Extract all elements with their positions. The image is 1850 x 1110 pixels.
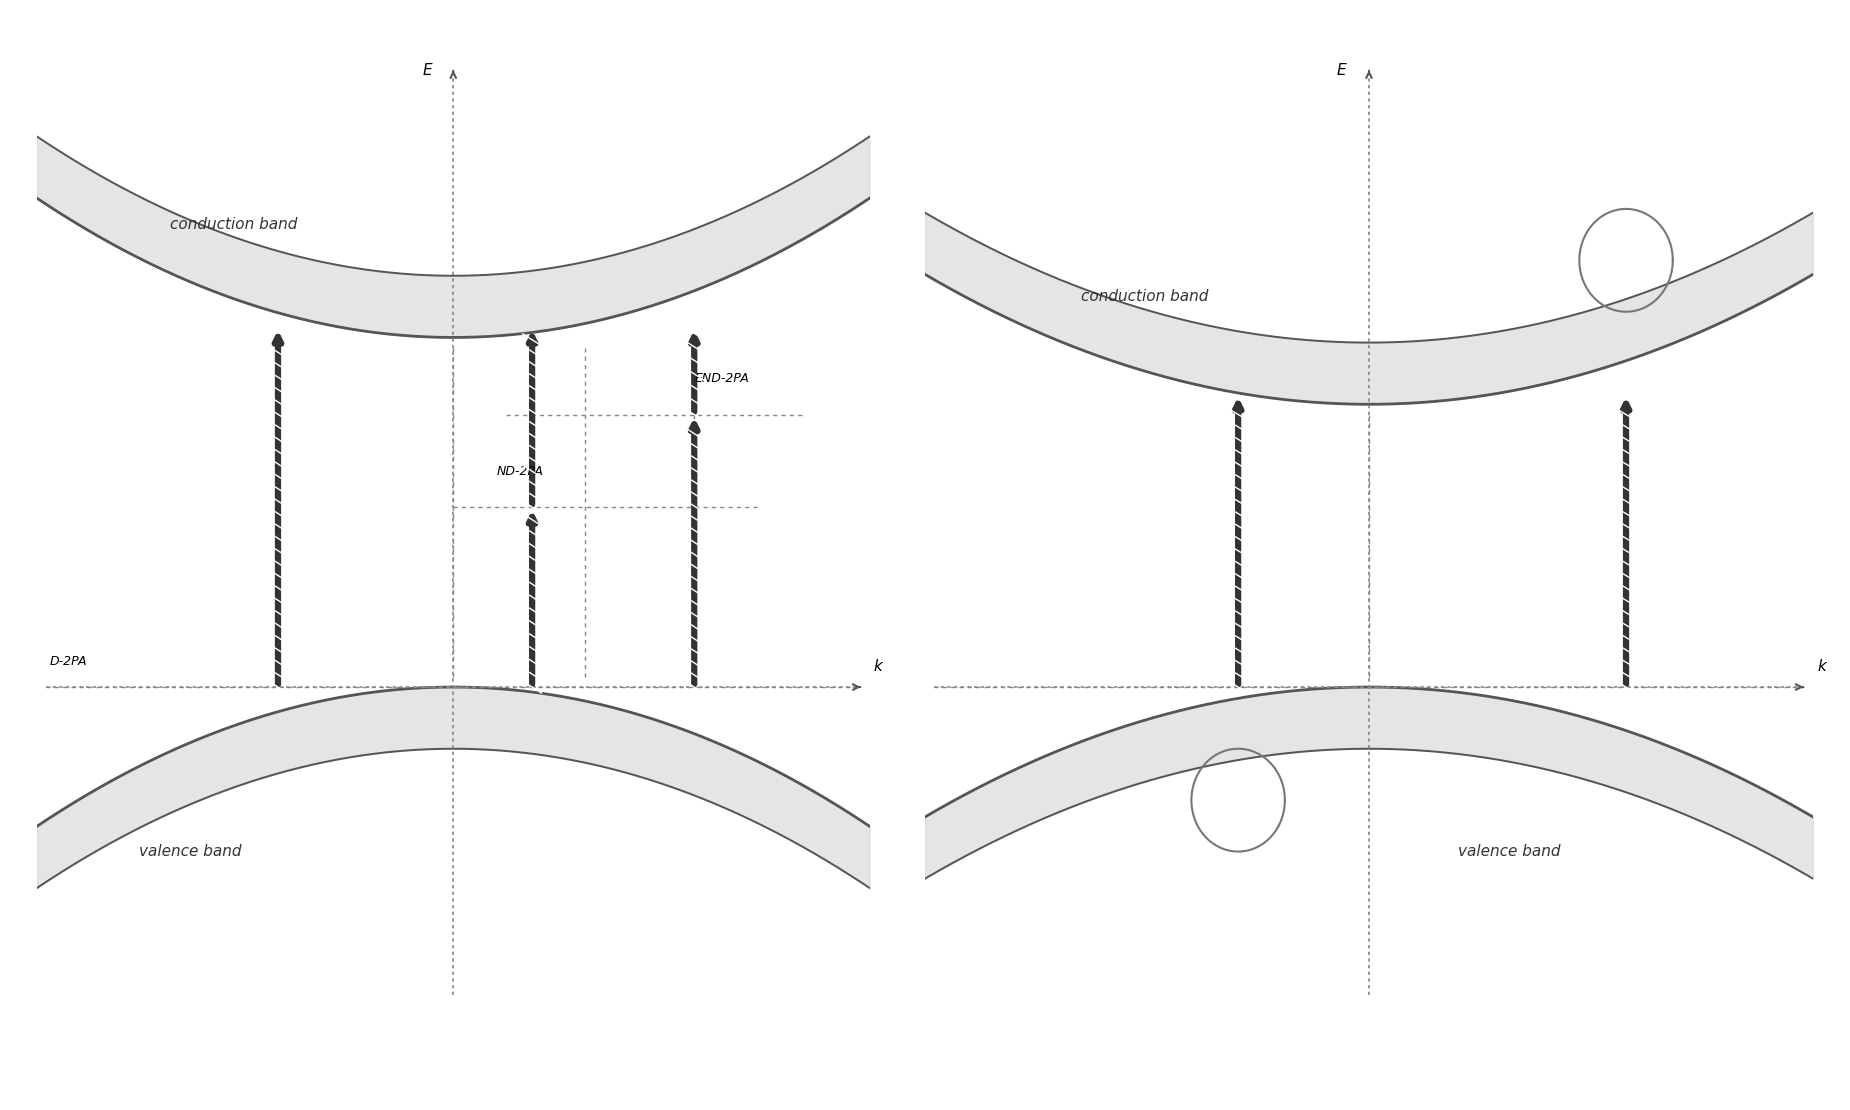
Text: valence band: valence band xyxy=(1458,844,1560,859)
Text: END-2PA: END-2PA xyxy=(694,372,749,385)
Text: conduction band: conduction band xyxy=(170,216,298,232)
Text: k: k xyxy=(1819,659,1826,674)
Text: k: k xyxy=(873,659,882,674)
Text: D-2PA: D-2PA xyxy=(50,655,87,668)
Text: conduction band: conduction band xyxy=(1080,289,1208,304)
Text: ND-2PA: ND-2PA xyxy=(498,465,544,477)
Text: E: E xyxy=(1336,62,1345,78)
Text: valence band: valence band xyxy=(139,844,242,859)
Text: E: E xyxy=(422,62,431,78)
